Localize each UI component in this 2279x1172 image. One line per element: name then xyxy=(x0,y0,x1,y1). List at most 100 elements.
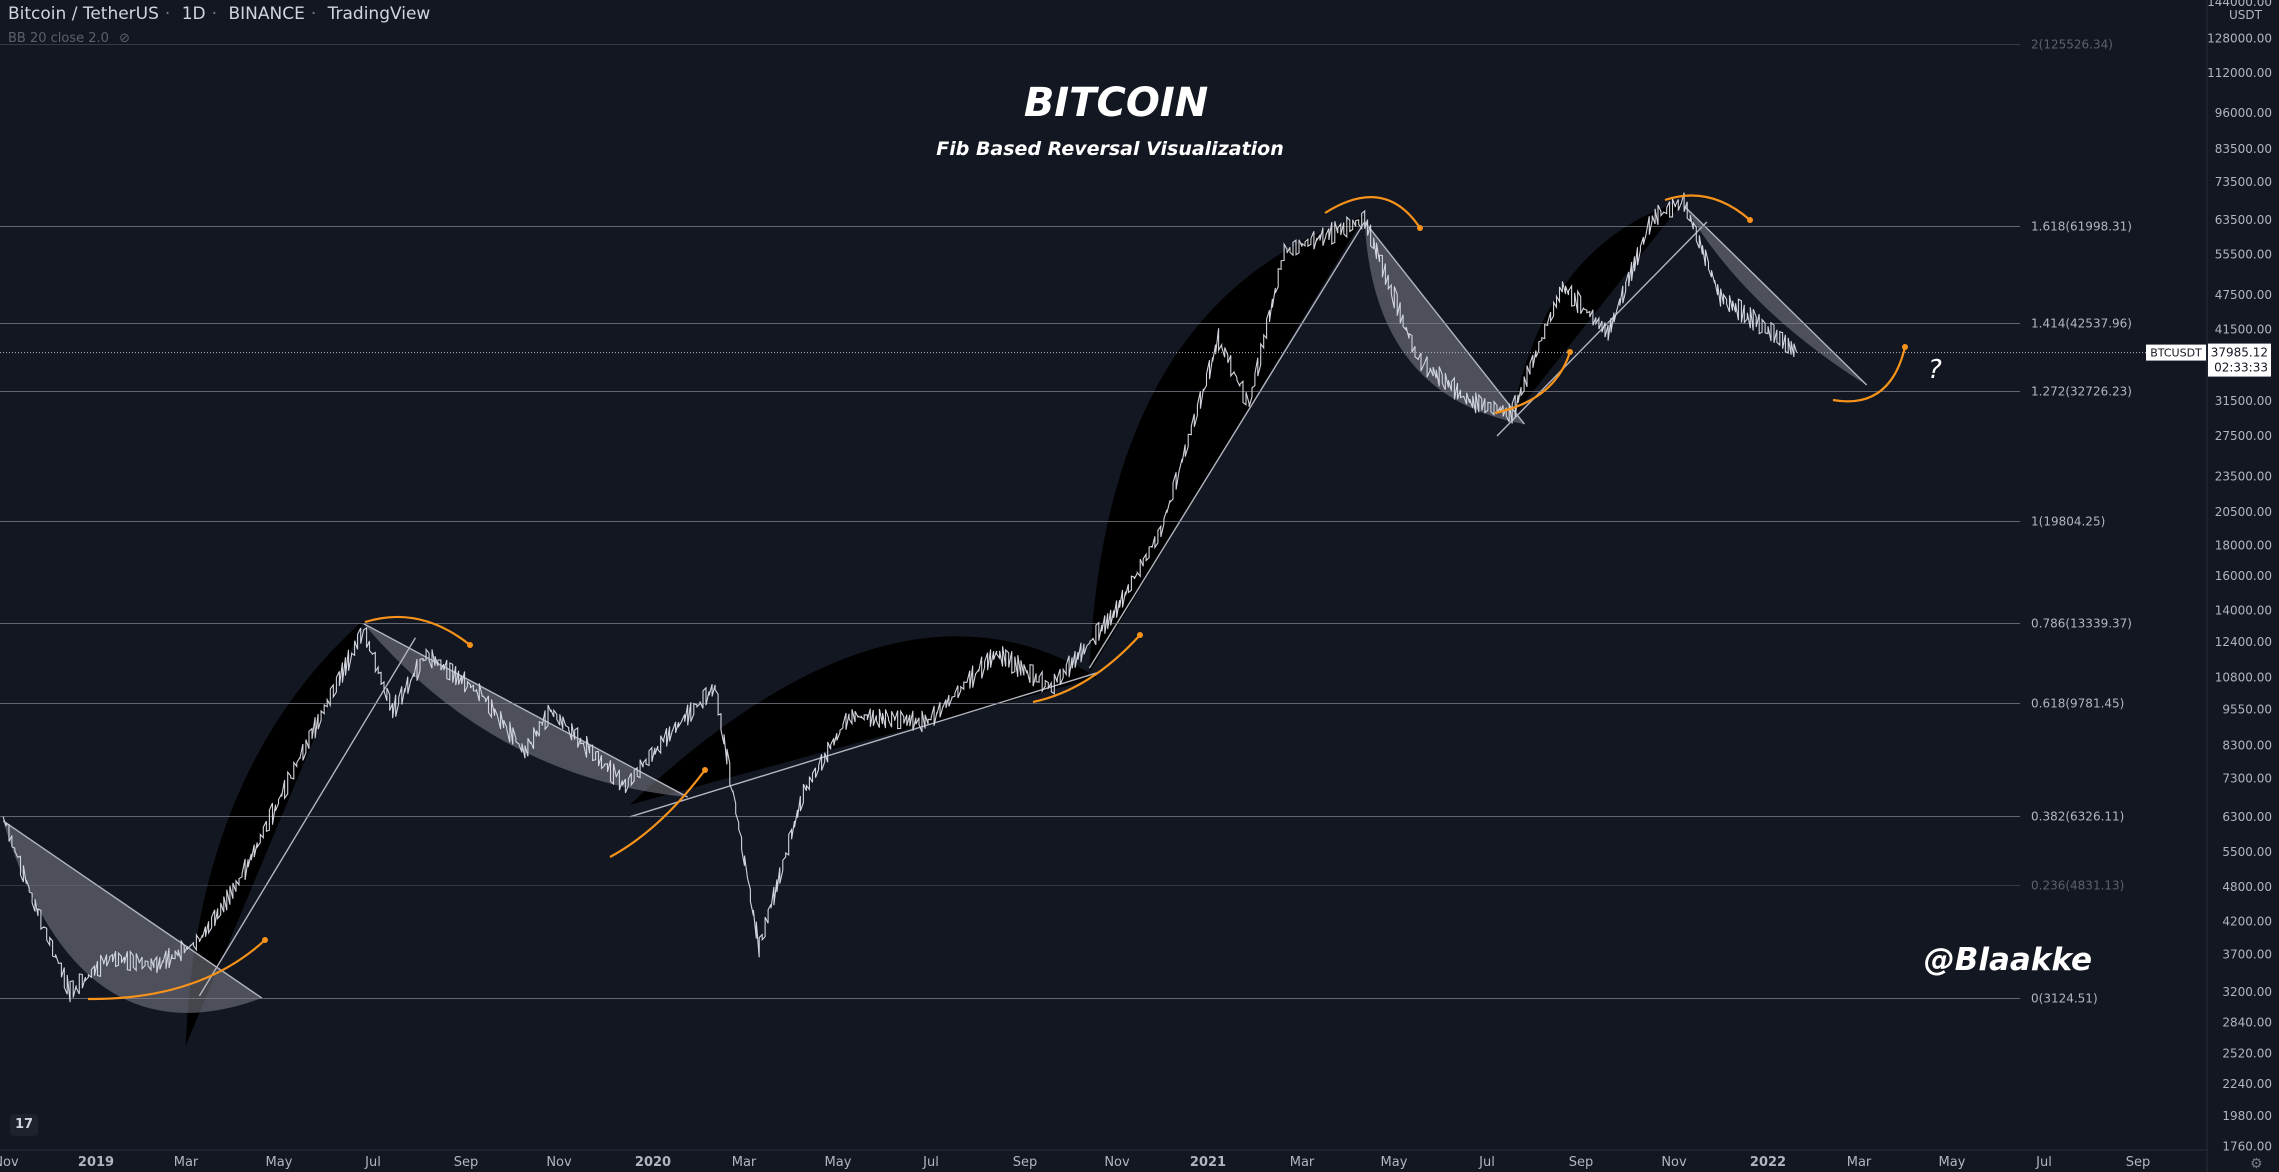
reversal-arrows xyxy=(87,194,1908,1001)
symbol-label[interactable]: Bitcoin / TetherUS xyxy=(8,4,159,24)
price-unit-label: USDT xyxy=(2229,8,2263,22)
price-tick-label: 2240.00 xyxy=(2222,1077,2272,1091)
interval-label[interactable]: 1D xyxy=(181,4,206,24)
orange-arrow xyxy=(87,939,266,1001)
arrow-head xyxy=(702,767,708,773)
price-tick-label: 41500.00 xyxy=(2215,323,2272,337)
price-tick-label: 6300.00 xyxy=(2222,810,2272,824)
arrow-head xyxy=(1137,632,1143,638)
time-tick-label: Nov xyxy=(0,1155,19,1170)
orange-arrow xyxy=(1324,196,1421,229)
price-tick-label: 63500.00 xyxy=(2215,213,2272,227)
time-tick-label: 2022 xyxy=(1750,1155,1786,1170)
annotation-title: BITCOIN xyxy=(1024,80,1208,126)
time-tick-label: Jul xyxy=(922,1155,939,1170)
price-tick-label: 16000.00 xyxy=(2215,569,2272,583)
fib-level-label: 2(125526.34) xyxy=(2031,38,2113,52)
arrow-head xyxy=(1417,225,1423,231)
fib-level-label: 1.414(42537.96) xyxy=(2031,317,2132,331)
analysis-shapes xyxy=(2,200,1868,1046)
price-tick-label: 12400.00 xyxy=(2215,635,2272,649)
ticker-tag: BTCUSDT xyxy=(2150,347,2202,360)
price-tick-label: 96000.00 xyxy=(2215,106,2272,120)
indicator-legend[interactable]: BB 20 close 2.0 ⊘ xyxy=(8,31,130,46)
price-axis: 128000.00 112000.00 96000.00 83500.00 73500.… xyxy=(2207,0,2272,1153)
price-tick-label: 9550.00 xyxy=(2222,702,2272,716)
time-tick-label: May xyxy=(1381,1155,1408,1170)
price-tick-label: 3700.00 xyxy=(2222,947,2272,961)
price-tick-label: 31500.00 xyxy=(2215,394,2272,408)
fib-retracement: 2(125526.34) 1.618(61998.31) 1.414(42537.9… xyxy=(0,38,2132,1006)
black-arc xyxy=(1089,215,1365,673)
time-tick-label: Sep xyxy=(2126,1155,2151,1170)
indicator-label: BB 20 close 2.0 xyxy=(8,31,109,46)
author-watermark: @Blaakke xyxy=(1924,942,2092,978)
time-tick-label: Mar xyxy=(732,1155,757,1170)
annotation-subtitle: Fib Based Reversal Visualization xyxy=(936,138,1284,160)
time-tick-label: May xyxy=(266,1155,293,1170)
black-arc xyxy=(629,636,1097,805)
black-arc xyxy=(1512,200,1685,418)
time-tick-label: May xyxy=(825,1155,852,1170)
tradingview-logo[interactable]: 17 xyxy=(10,1114,38,1136)
arrow-head xyxy=(1747,217,1753,223)
eye-slash-icon[interactable]: ⊘ xyxy=(119,31,130,46)
price-tick-label: 1760.00 xyxy=(2222,1139,2272,1153)
price-tick-label: 8300.00 xyxy=(2222,739,2272,753)
price-tick-label: 47500.00 xyxy=(2215,288,2272,302)
price-tick-label: 4800.00 xyxy=(2222,880,2272,894)
gear-icon[interactable]: ⚙ xyxy=(2250,1156,2263,1172)
last-price-box xyxy=(2208,343,2271,377)
price-tick-label: 5500.00 xyxy=(2222,845,2272,859)
price-tick-label: 18000.00 xyxy=(2215,539,2272,553)
fib-level-label: 1.618(61998.31) xyxy=(2031,220,2132,234)
price-tick-label: 2840.00 xyxy=(2222,1016,2272,1030)
price-tick-label: 55500.00 xyxy=(2215,248,2272,262)
price-tick-label: 83500.00 xyxy=(2215,142,2272,156)
fib-level-label: 1.272(32726.23) xyxy=(2031,385,2132,399)
price-tick-label: 20500.00 xyxy=(2215,505,2272,519)
time-tick-label: Sep xyxy=(1013,1155,1038,1170)
orange-arrow xyxy=(609,769,706,858)
price-tick-label: 73500.00 xyxy=(2215,175,2272,189)
fib-level-label: 0.786(13339.37) xyxy=(2031,617,2132,631)
arrow-head xyxy=(262,937,268,943)
time-tick-label: Nov xyxy=(1104,1155,1130,1170)
time-tick-label: Mar xyxy=(1847,1155,1872,1170)
chart-header: Bitcoin / TetherUS · 1D · BINANCE · Trading… xyxy=(8,4,431,24)
orange-arrow xyxy=(1664,194,1751,221)
arrow-head xyxy=(467,642,473,648)
time-tick-label: Sep xyxy=(1569,1155,1594,1170)
price-tick-label: 10800.00 xyxy=(2215,671,2272,685)
fib-level-label: 0.618(9781.45) xyxy=(2031,697,2124,711)
orange-arrow xyxy=(1032,634,1141,704)
arrow-head xyxy=(1567,349,1573,355)
orange-arrow xyxy=(364,615,471,646)
time-axis: Nov 2019 Mar May Jul Sep Nov 2020 Mar May Jul Sep No… xyxy=(0,1155,2150,1170)
time-tick-label: Mar xyxy=(174,1155,199,1170)
downtrend-line xyxy=(363,623,689,798)
time-tick-label: Nov xyxy=(546,1155,572,1170)
time-tick-label: Jul xyxy=(2035,1155,2052,1170)
fib-level-label: 1(19804.25) xyxy=(2031,515,2105,529)
ticker-tag-bg xyxy=(2146,344,2206,361)
price-tick-label: 3200.00 xyxy=(2222,985,2272,999)
time-tick-label: Jul xyxy=(1478,1155,1495,1170)
price-tick-label: 23500.00 xyxy=(2215,470,2272,484)
price-tick-label: 7300.00 xyxy=(2222,772,2272,786)
price-tick-label: 2520.00 xyxy=(2222,1047,2272,1061)
countdown-label: 02:33:33 xyxy=(2214,361,2268,375)
question-mark: ? xyxy=(1928,355,1942,385)
orange-arrow xyxy=(1494,351,1572,415)
price-tick-label: 112000.00 xyxy=(2207,66,2272,80)
price-tick-label: 14000.00 xyxy=(2215,603,2272,617)
platform-label: TradingView xyxy=(327,4,431,24)
time-tick-label: Mar xyxy=(1290,1155,1315,1170)
arrow-head xyxy=(1902,344,1908,350)
fib-level-label: 0(3124.51) xyxy=(2031,992,2098,1006)
price-tick-label: 128000.00 xyxy=(2207,32,2272,46)
uptrend-line xyxy=(1088,221,1366,669)
time-tick-label: Nov xyxy=(1661,1155,1687,1170)
uptrend-line xyxy=(629,672,1098,818)
